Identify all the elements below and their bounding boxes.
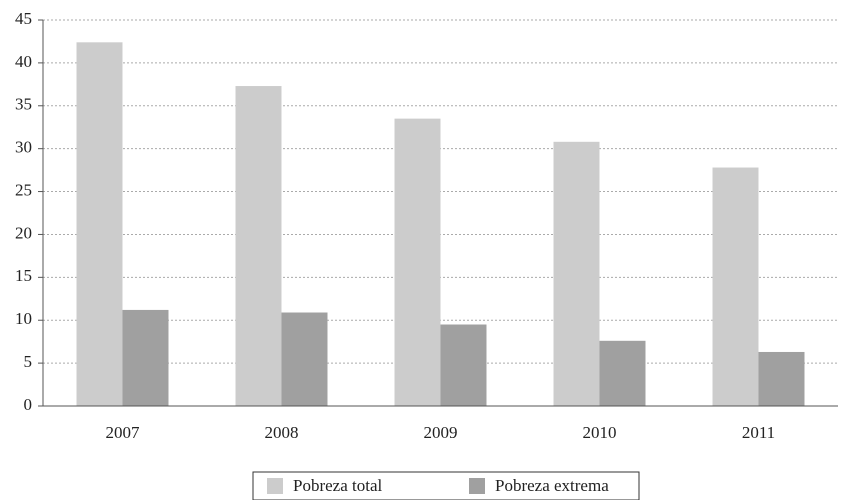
legend-swatch (267, 478, 283, 494)
x-tick-label: 2010 (583, 423, 617, 442)
y-tick-label: 35 (15, 95, 32, 114)
y-tick-label: 40 (15, 52, 32, 71)
bar (235, 86, 282, 406)
legend-label: Pobreza extrema (495, 476, 609, 495)
y-tick-label: 0 (24, 395, 33, 414)
x-tick-label: 2007 (106, 423, 141, 442)
bar (394, 118, 441, 407)
legend-label: Pobreza total (293, 476, 382, 495)
x-tick-label: 2009 (424, 423, 458, 442)
bar (76, 42, 123, 407)
bar (758, 351, 805, 406)
bar (440, 324, 487, 406)
x-tick-label: 2008 (265, 423, 299, 442)
bar (712, 167, 759, 406)
y-tick-label: 25 (15, 180, 32, 199)
y-tick-label: 10 (15, 309, 32, 328)
bar (599, 340, 646, 406)
bar (122, 309, 169, 406)
y-tick-label: 20 (15, 223, 32, 242)
y-tick-label: 5 (24, 352, 33, 371)
legend-box (252, 471, 640, 500)
y-tick-label: 45 (15, 9, 32, 28)
legend-swatch (469, 478, 485, 494)
bar (281, 312, 328, 406)
y-tick-label: 30 (15, 138, 32, 157)
bar (553, 141, 600, 406)
x-tick-label: 2011 (742, 423, 775, 442)
y-tick-label: 15 (15, 266, 32, 285)
